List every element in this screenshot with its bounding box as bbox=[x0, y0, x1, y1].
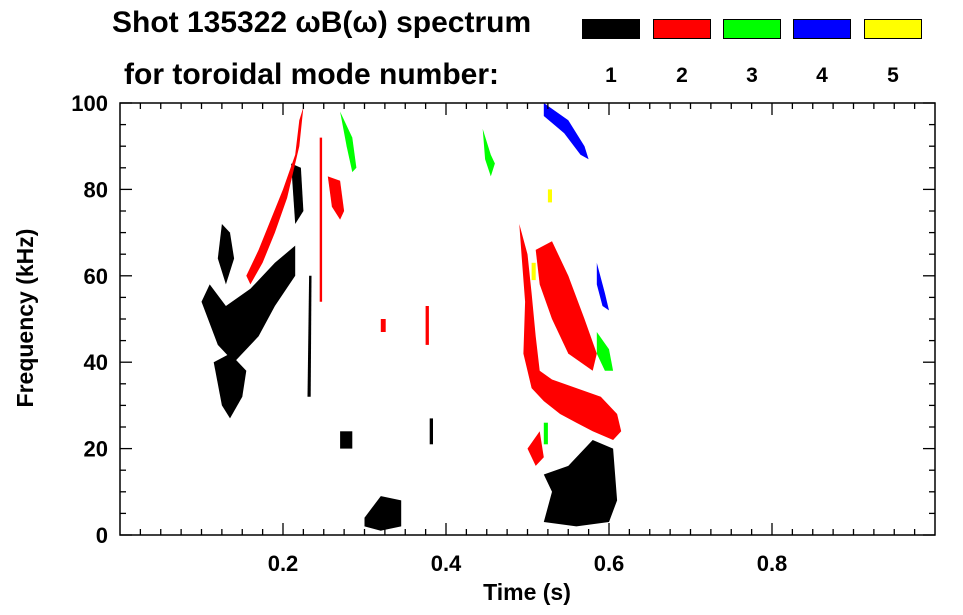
spectrum-regions bbox=[201, 103, 622, 531]
legend-mode-number-1: 1 bbox=[605, 64, 617, 87]
spectrum-region-mode-3-20 bbox=[543, 422, 548, 445]
spectrum-region-mode-2-9 bbox=[246, 107, 304, 285]
x-axis-label: Time (s) bbox=[483, 579, 571, 605]
axis-ticks bbox=[120, 102, 935, 536]
spectrum-region-mode-1-2 bbox=[217, 224, 235, 285]
x-tick-label: 0.4 bbox=[431, 551, 462, 576]
spectrum-region-mode-2-11 bbox=[319, 137, 323, 302]
spectrum-region-mode-3-19 bbox=[596, 332, 614, 371]
legend-swatch-mode-1 bbox=[582, 19, 640, 39]
y-axis-label: Frequency (kHz) bbox=[12, 229, 38, 408]
x-tick-label: 0.8 bbox=[757, 551, 788, 576]
y-tick-label: 20 bbox=[84, 437, 108, 462]
axis-tick-labels: 0.2 0.4 0.6 0.8 0 20 40 60 80 100 bbox=[71, 91, 787, 576]
spectrum-region-mode-1-8 bbox=[543, 440, 618, 527]
spectrum-region-mode-1-1 bbox=[213, 353, 247, 419]
spectrum-region-mode-1-6 bbox=[364, 496, 402, 531]
spectrum-region-mode-2-13 bbox=[380, 319, 386, 332]
legend-mode-number-4: 4 bbox=[816, 64, 828, 87]
spectrum-region-mode-1-5 bbox=[340, 431, 353, 449]
legend-swatch-mode-3 bbox=[723, 19, 781, 39]
spectrum-region-mode-5-23 bbox=[531, 262, 536, 281]
spectrum-region-mode-1-0 bbox=[201, 245, 296, 363]
spectrum-region-mode-1-4 bbox=[307, 275, 312, 397]
spectrum-region-mode-2-16 bbox=[527, 431, 544, 466]
legend-mode-number-3: 3 bbox=[746, 64, 758, 87]
spectrum-region-mode-1-3 bbox=[291, 163, 304, 224]
y-tick-label: 80 bbox=[84, 177, 108, 202]
x-tick-label: 0.2 bbox=[268, 551, 299, 576]
spectrum-region-mode-2-10 bbox=[327, 176, 345, 220]
legend-swatch-mode-2 bbox=[653, 19, 711, 39]
y-tick-label: 40 bbox=[84, 350, 108, 375]
legend-mode-number-2: 2 bbox=[676, 64, 688, 87]
legend-swatch-mode-4 bbox=[793, 19, 851, 39]
chart-title-line1: Shot 135322 ωB(ω) spectrum bbox=[112, 6, 532, 39]
y-tick-label: 100 bbox=[71, 91, 108, 116]
spectrum-region-mode-4-21 bbox=[543, 103, 589, 160]
chart-title-line2: for toroidal mode number: bbox=[124, 58, 499, 91]
spectrum-region-mode-3-17 bbox=[482, 128, 495, 177]
spectrum-region-mode-2-15 bbox=[535, 241, 597, 371]
spectrum-region-mode-4-22 bbox=[596, 262, 609, 311]
x-tick-label: 0.6 bbox=[594, 551, 625, 576]
legend-swatch-mode-5 bbox=[864, 19, 922, 39]
spectrum-region-mode-5-24 bbox=[547, 189, 552, 203]
legend-mode-number-5: 5 bbox=[887, 64, 899, 87]
spectrum-region-mode-2-12 bbox=[425, 306, 429, 345]
spectrum-region-mode-3-18 bbox=[340, 111, 357, 173]
y-tick-label: 0 bbox=[96, 523, 108, 548]
spectrum-region-mode-2-14 bbox=[519, 224, 622, 440]
spectrum-region-mode-1-7 bbox=[429, 418, 433, 445]
y-tick-label: 60 bbox=[84, 264, 108, 289]
